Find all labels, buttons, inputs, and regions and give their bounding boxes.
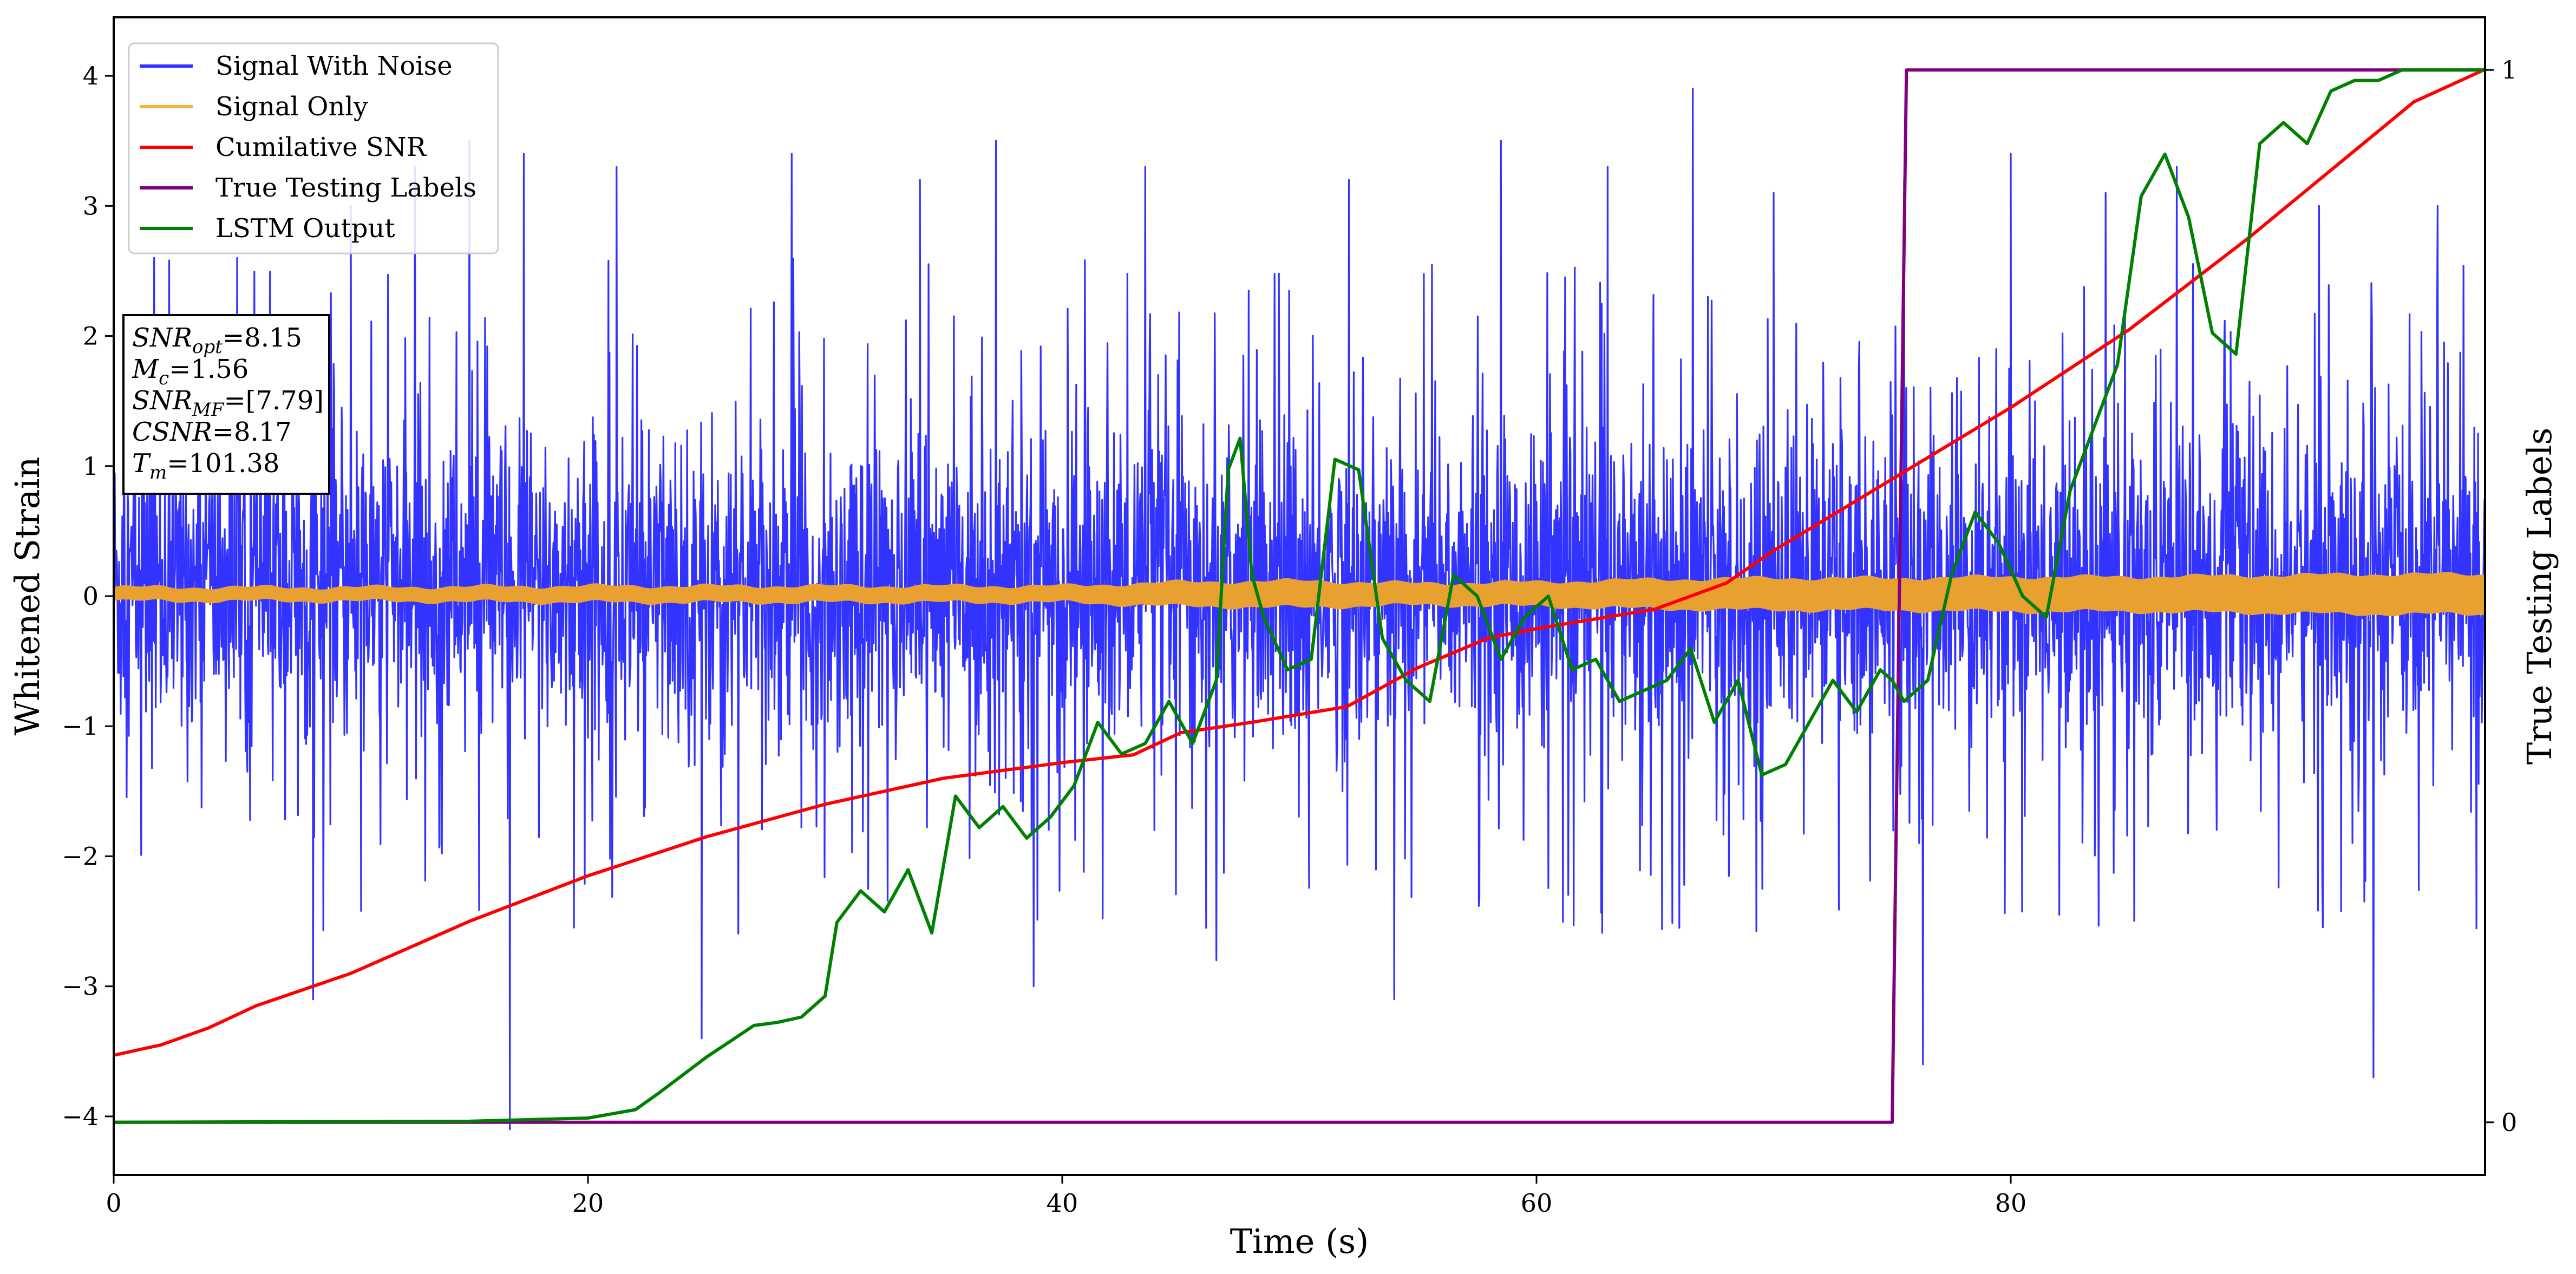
legend: Signal With Noise Signal Only Cumilative S… [128, 42, 499, 254]
y-axis-left: −4 −3 −2 −1 0 1 2 3 4 [62, 61, 114, 1131]
y-tick-label: 0 [83, 582, 99, 611]
legend-label: Cumilative SNR [215, 132, 427, 162]
annotation-line: Tm=101.38 [132, 448, 279, 484]
true-testing-labels-line [114, 68, 2485, 1124]
y-axis-label: Whitened Strain [8, 457, 47, 736]
y-tick-label: 2 [83, 322, 99, 351]
y-tick-label: 4 [83, 61, 99, 90]
y-right-tick-label: 0 [2501, 1108, 2517, 1137]
legend-label: LSTM Output [215, 213, 395, 244]
x-tick-label: 0 [106, 1188, 121, 1218]
x-tick-label: 40 [1047, 1188, 1078, 1218]
x-axis: 0 20 40 60 80 [106, 1175, 2026, 1218]
annotation-line: SNRMF=[7.79] [132, 386, 324, 421]
y-right-tick-label: 1 [2501, 55, 2517, 84]
y-axis-right: 01 [2485, 55, 2517, 1137]
legend-label: Signal With Noise [215, 51, 453, 81]
y-tick-label: −4 [62, 1102, 99, 1131]
x-tick-label: 20 [572, 1188, 604, 1218]
y-axis-right-label: True Testing Labels [2520, 428, 2559, 765]
x-axis-label: Time (s) [1230, 1221, 1369, 1261]
x-tick-label: 80 [1995, 1188, 2027, 1218]
legend-label: Signal Only [215, 92, 368, 122]
annotation-line: CSNR=8.17 [132, 417, 292, 447]
parameter-annotation-box: SNRopt=8.15Mc=1.56SNRMF=[7.79]CSNR=8.17T… [122, 314, 330, 495]
y-tick-label: −1 [62, 711, 99, 741]
x-tick-label: 60 [1521, 1188, 1553, 1218]
cumulative-snr-line [113, 68, 2486, 1057]
y-tick-label: 1 [83, 452, 99, 481]
legend-box [128, 42, 499, 254]
y-tick-label: 3 [83, 191, 99, 220]
annotation-line: Mc=1.56 [132, 354, 249, 389]
line-series-layer [113, 68, 2486, 1124]
annotation-box [122, 314, 330, 495]
lstm-output-line [113, 68, 2485, 1124]
legend-label: True Testing Labels [215, 173, 476, 203]
y-tick-label: −3 [62, 972, 99, 1001]
y-tick-label: −2 [62, 841, 99, 871]
annotation-line: SNRopt=8.15 [132, 323, 302, 358]
